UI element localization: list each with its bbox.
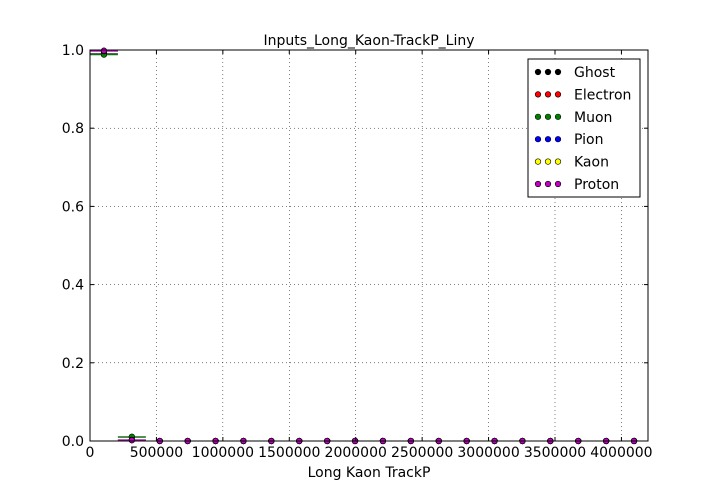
legend-box	[527, 58, 641, 198]
proton-point	[100, 47, 108, 54]
legend-marker-kaon	[534, 158, 542, 165]
legend-marker-electron	[534, 91, 542, 98]
x-axis-label: Long Kaon TrackP	[308, 465, 431, 481]
x-tick-label: 0	[86, 445, 95, 461]
legend-marker-muon	[544, 113, 552, 120]
legend-marker-pion	[544, 136, 552, 143]
y-tick-label: 0.6	[62, 199, 84, 215]
y-tick-label: 0.4	[62, 278, 84, 294]
legend-marker-electron	[544, 91, 552, 98]
legend: Ghost Electron Muon Pion Kaon Proton	[527, 58, 641, 198]
legend-marker-muon	[554, 113, 562, 120]
legend-label-ghost: Ghost	[574, 65, 616, 81]
legend-marker-electron	[554, 91, 562, 98]
x-tick-label: 2000000	[325, 445, 387, 461]
plot-frame	[89, 49, 649, 442]
legend-marker-pion	[534, 136, 542, 143]
y-tick-label: 0.2	[62, 356, 84, 372]
legend-label-muon: Muon	[574, 110, 612, 126]
legend-marker-pion	[554, 136, 562, 143]
x-tick-label: 1000000	[192, 445, 254, 461]
y-tick-label: 0.0	[62, 434, 84, 450]
legend-marker-proton	[554, 180, 562, 188]
proton-point	[128, 437, 135, 444]
legend-marker-ghost	[544, 68, 552, 76]
x-tick-label: 1500000	[258, 445, 320, 461]
legend-marker-kaon	[554, 158, 562, 165]
y-tick-label: 0.8	[62, 121, 84, 137]
legend-label-pion: Pion	[574, 132, 603, 148]
legend-marker-proton	[534, 180, 542, 188]
legend-marker-proton	[544, 180, 552, 188]
legend-marker-ghost	[554, 68, 562, 76]
y-tick-label: 1.0	[62, 43, 84, 59]
axis-ticks: 0 500000 1000000 1500000 2000000 2500000 30000…	[62, 43, 653, 461]
legend-marker-ghost	[534, 68, 542, 76]
x-tick-label: 4000000	[590, 445, 652, 461]
legend-label-kaon: Kaon	[574, 155, 609, 171]
x-tick-label: 500000	[130, 445, 183, 461]
legend-label-electron: Electron	[574, 87, 631, 103]
chart-title: Inputs_Long_Kaon-TrackP_Liny	[263, 33, 474, 49]
x-tick-label: 3000000	[457, 445, 519, 461]
x-tick-label: 3500000	[524, 445, 586, 461]
x-tick-label: 2500000	[391, 445, 453, 461]
legend-marker-kaon	[544, 158, 552, 165]
legend-marker-muon	[534, 113, 542, 120]
legend-label-proton: Proton	[574, 177, 619, 193]
